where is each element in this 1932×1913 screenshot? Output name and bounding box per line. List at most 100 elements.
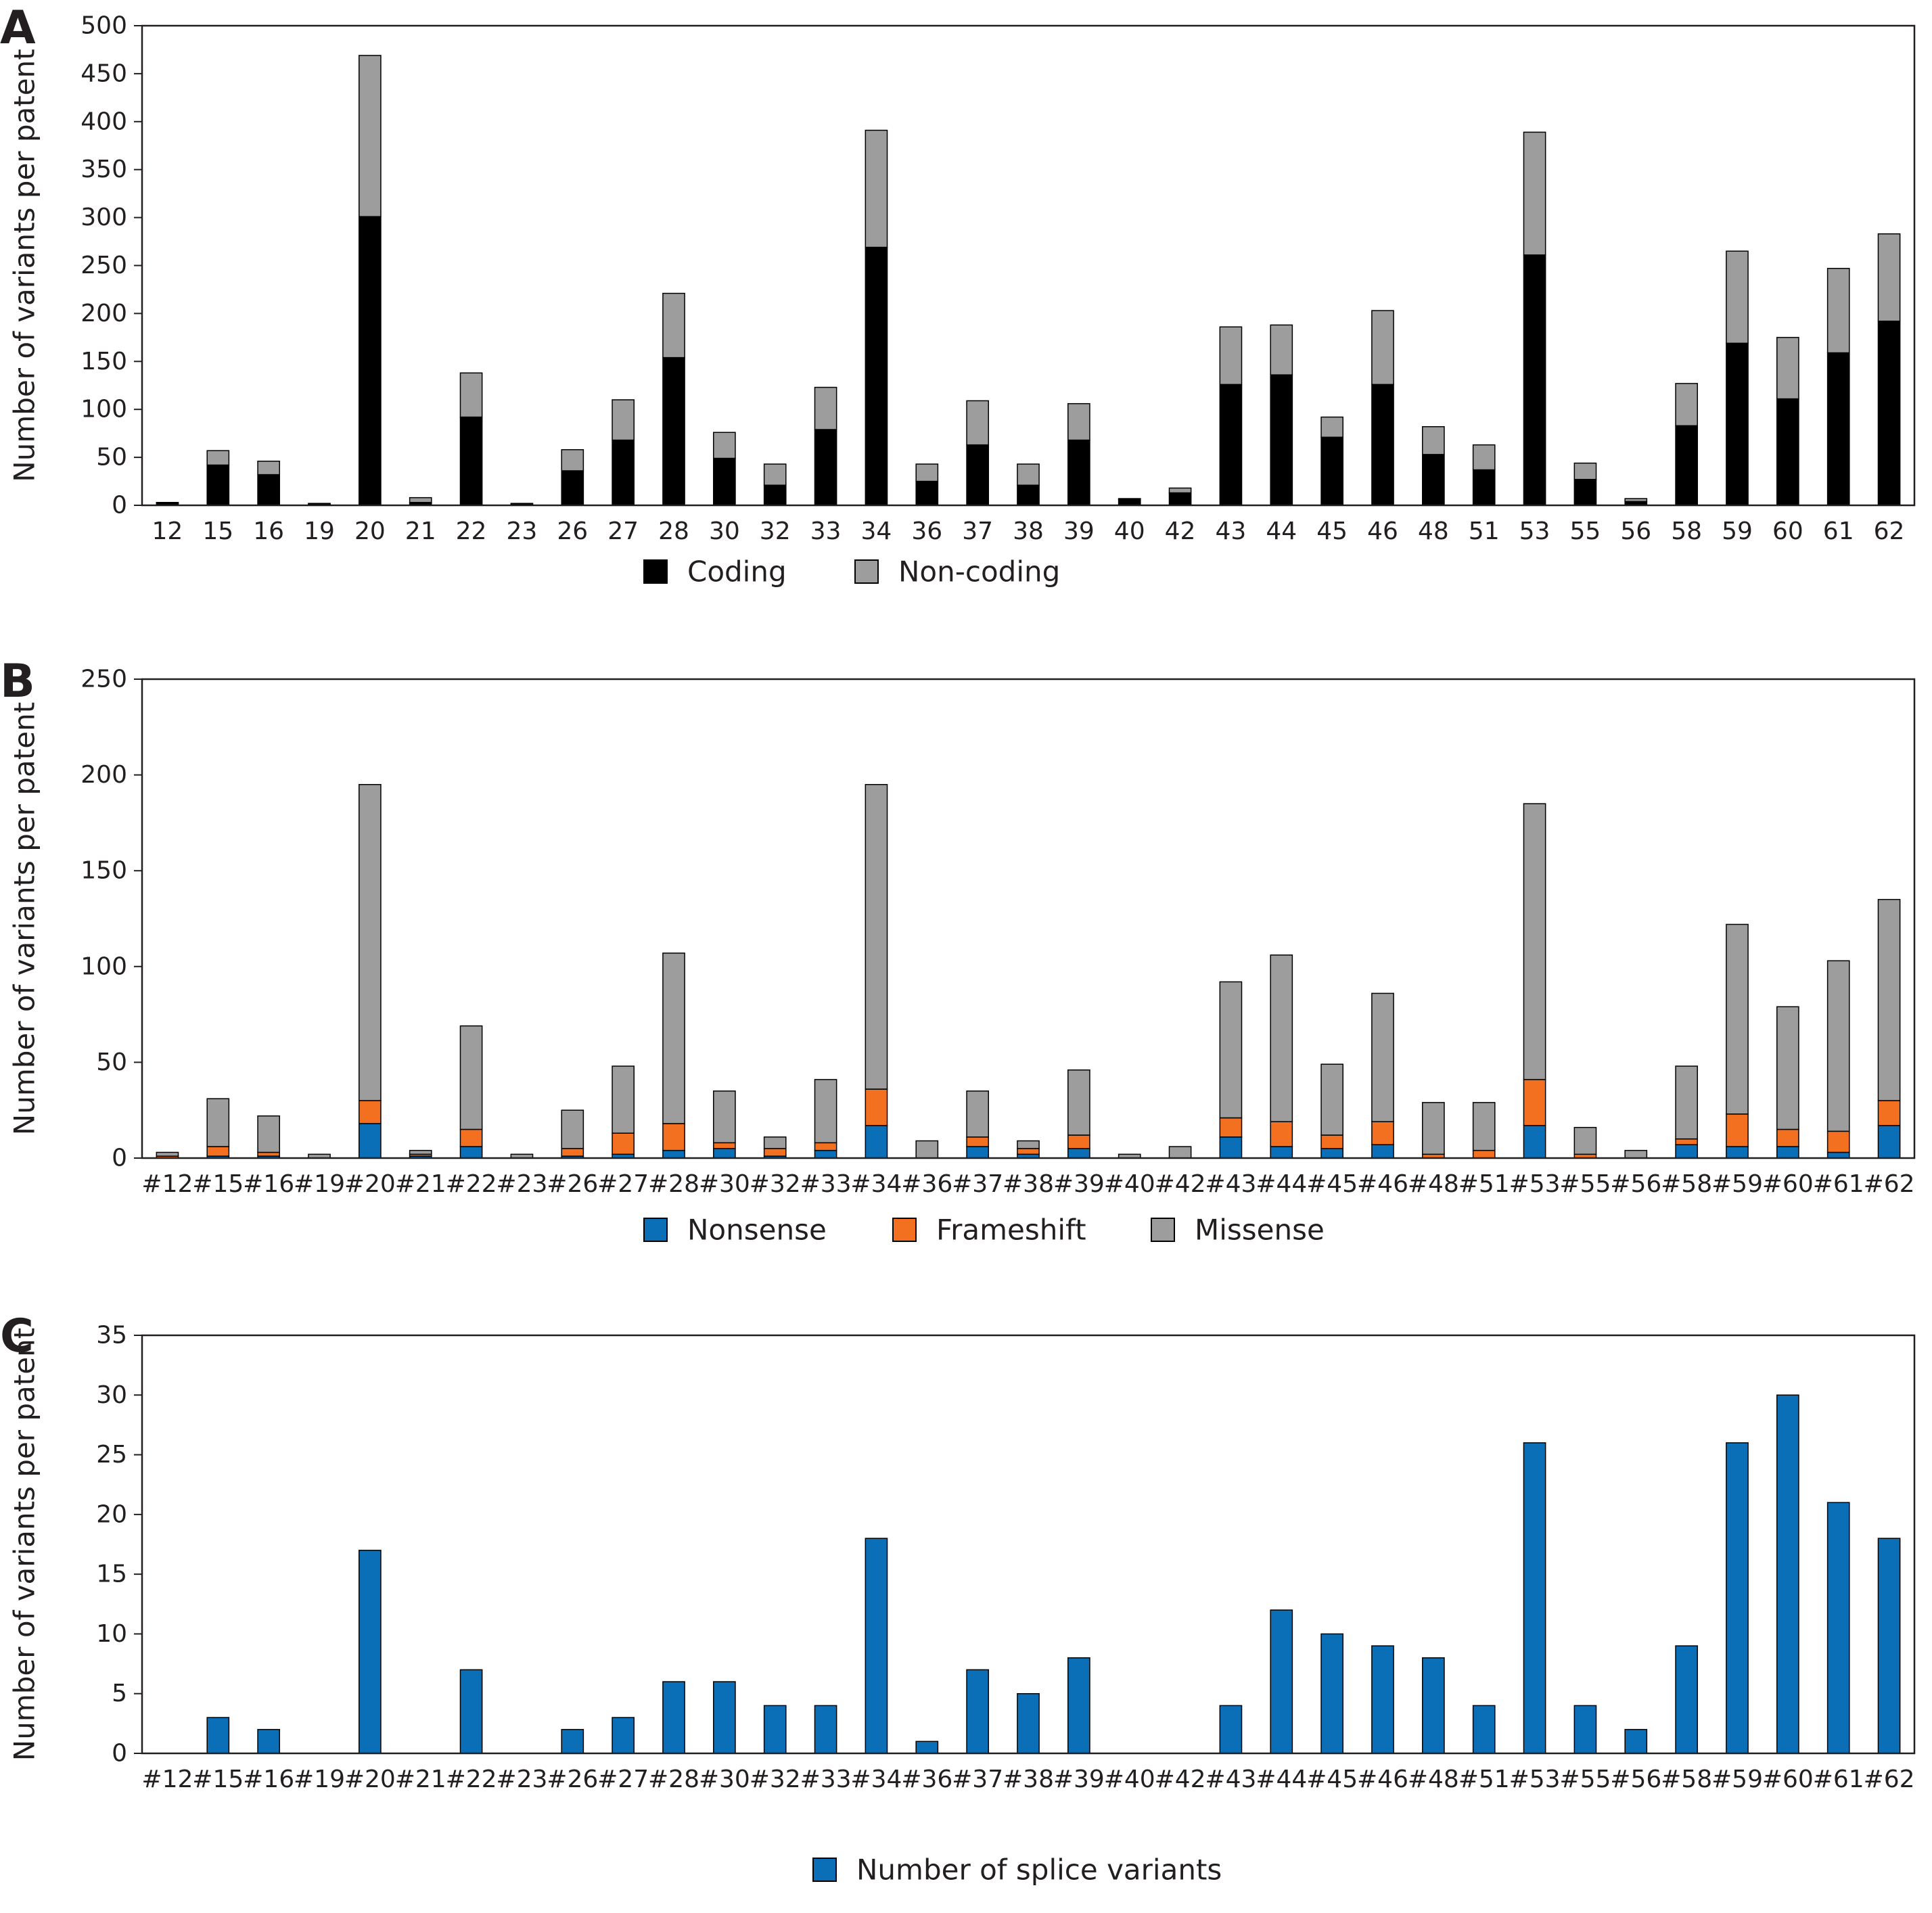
panel-c-x-tick-label: #33 (800, 1766, 852, 1793)
panel-b-bar-frameshift-28 (662, 1123, 685, 1151)
panel-a-bar-non-coding-48 (1422, 425, 1445, 455)
panel-c-x-tick-label: #26 (547, 1766, 598, 1793)
panel-b-bar-frameshift-39 (1067, 1134, 1090, 1149)
panel-b-legend-swatch (892, 1218, 917, 1242)
panel-a-bar-non-coding-36 (915, 463, 939, 482)
panel-b-y-tick-label: 250 (80, 666, 127, 693)
panel-a-bar-coding-61 (1826, 352, 1850, 506)
panel-b-bar-frameshift-58 (1675, 1138, 1698, 1145)
panel-b-bar-nonsense-22 (459, 1146, 483, 1159)
panel-c-bar-number-of-splice-variants-58 (1675, 1645, 1698, 1754)
panel-b-x-tick-label: #53 (1509, 1170, 1561, 1198)
panel-a-x-tick-label: 37 (962, 517, 993, 545)
panel-b-x-tick-label: #61 (1813, 1170, 1864, 1198)
panel-a-bar-coding-34 (865, 246, 888, 506)
panel-a-bar-non-coding-21 (409, 497, 432, 503)
panel-c-bar-number-of-splice-variants-38 (1017, 1692, 1040, 1754)
panel-c-x-tick-label: #15 (192, 1766, 244, 1793)
panel-a-plot-frame (141, 24, 1916, 507)
panel-b-y-tick-label: 0 (112, 1145, 127, 1172)
panel-c-x-tick-label: #59 (1711, 1766, 1763, 1793)
panel-c-x-tick-label: #32 (750, 1766, 801, 1793)
panel-c-x-tick-label: #51 (1458, 1766, 1510, 1793)
panel-b-x-tick-label: #37 (952, 1170, 1003, 1198)
panel-c-x-tick-label: #48 (1408, 1766, 1459, 1793)
panel-c-x-tick-label: #38 (1003, 1766, 1054, 1793)
panel-b-y-tick-label: 200 (80, 761, 127, 789)
panel-b-x-tick-label: #51 (1458, 1170, 1510, 1198)
panel-b-bar-frameshift-26 (561, 1148, 584, 1157)
panel-b-bar-nonsense-34 (865, 1125, 888, 1159)
panel-b-bar-frameshift-44 (1270, 1121, 1293, 1147)
panel-b-bar-missense-22 (459, 1025, 483, 1130)
panel-a-bar-non-coding-43 (1219, 326, 1243, 386)
panel-b-bar-frameshift-22 (459, 1128, 483, 1147)
panel-a-bar-non-coding-38 (1017, 463, 1040, 486)
panel-b-bar-nonsense-30 (713, 1148, 736, 1159)
panel-c-x-tick-label: #28 (648, 1766, 699, 1793)
panel-c-legend-swatch (812, 1858, 837, 1882)
panel-b-bar-frameshift-34 (865, 1088, 888, 1126)
panel-a-bar-coding-38 (1017, 484, 1040, 506)
panel-b-bar-missense-38 (1017, 1140, 1040, 1149)
panel-a-y-tick-label: 450 (80, 60, 127, 87)
panel-b-bar-frameshift-45 (1320, 1134, 1343, 1149)
panel-b-bar-missense-59 (1726, 923, 1749, 1115)
panel-b-x-tick-label: #23 (496, 1170, 547, 1198)
panel-b-legend-label: Missense (1195, 1214, 1325, 1247)
panel-c-y-tick-label: 30 (96, 1381, 127, 1409)
panel-b-y-tick-label: 50 (96, 1048, 127, 1076)
panel-a-x-tick-label: 46 (1367, 517, 1398, 545)
panel-c-plot-frame (141, 1334, 1916, 1755)
panel-a-x-tick-label: 23 (507, 517, 538, 545)
panel-a-bar-non-coding-53 (1523, 131, 1546, 256)
panel-c-x-tick-label: #58 (1661, 1766, 1712, 1793)
panel-a-bar-non-coding-45 (1320, 416, 1343, 438)
panel-b-x-tick-label: #46 (1357, 1170, 1408, 1198)
panel-a-bar-non-coding-30 (713, 432, 736, 459)
panel-b-x-tick-label: #16 (243, 1170, 294, 1198)
panel-a-x-tick-label: 39 (1063, 517, 1095, 545)
panel-a-bar-coding-15 (206, 464, 230, 506)
panel-a-bar-non-coding-28 (662, 292, 685, 359)
panel-c-bar-number-of-splice-variants-59 (1726, 1442, 1749, 1754)
panel-c-x-tick-label: #20 (344, 1766, 396, 1793)
panel-b-bar-missense-46 (1371, 992, 1394, 1122)
panel-b-x-tick-label: #38 (1003, 1170, 1054, 1198)
panel-c-bar-number-of-splice-variants-51 (1472, 1705, 1496, 1754)
panel-c-x-tick-label: #56 (1610, 1766, 1661, 1793)
panel-a-x-tick-label: 28 (658, 517, 689, 545)
panel-b-bar-missense-16 (257, 1115, 280, 1153)
panel-a-x-tick-label: 27 (607, 517, 639, 545)
panel-b-bar-nonsense-45 (1320, 1148, 1343, 1159)
panel-a-bar-non-coding-58 (1675, 383, 1698, 427)
panel-b-x-tick-label: #22 (446, 1170, 497, 1198)
panel-b-x-tick-label: #27 (597, 1170, 649, 1198)
panel-a-bar-non-coding-27 (612, 399, 635, 441)
panel-a-x-tick-label: 59 (1722, 517, 1753, 545)
panel-a-bar-coding-32 (763, 484, 787, 506)
panel-c-bar-number-of-splice-variants-27 (612, 1717, 635, 1754)
panel-a-x-tick-label: 40 (1114, 517, 1145, 545)
panel-c-bar-number-of-splice-variants-48 (1422, 1657, 1445, 1754)
panel-a-x-tick-label: 56 (1620, 517, 1651, 545)
panel-c-chart: Number of variants per patent 0 5 10 15 20 25 3… (8, 1322, 1916, 1887)
panel-c-x-tick-label: #60 (1762, 1766, 1814, 1793)
panel-b-bar-nonsense-46 (1371, 1144, 1394, 1159)
panel-a-bar-coding-48 (1422, 454, 1445, 506)
panel-b-bar-frameshift-46 (1371, 1121, 1394, 1145)
panel-b-legend-label: Nonsense (687, 1214, 827, 1247)
panel-a-bar-non-coding-46 (1371, 310, 1394, 386)
panel-c-x-tick-label: #61 (1813, 1766, 1864, 1793)
panel-a-bar-non-coding-62 (1877, 233, 1901, 322)
panel-b-bar-missense-44 (1270, 954, 1293, 1122)
panel-b-bar-missense-42 (1168, 1146, 1192, 1159)
panel-a-legend-label: Non-coding (898, 555, 1060, 589)
panel-a-x-tick-label: 58 (1671, 517, 1702, 545)
panel-b-x-tick-label: #44 (1256, 1170, 1307, 1198)
panel-a-bar-coding-26 (561, 470, 584, 506)
panel-a-bar-coding-59 (1726, 342, 1749, 506)
panel-a-bar-non-coding-39 (1067, 402, 1090, 441)
panel-a-y-tick-label: 250 (80, 252, 127, 279)
